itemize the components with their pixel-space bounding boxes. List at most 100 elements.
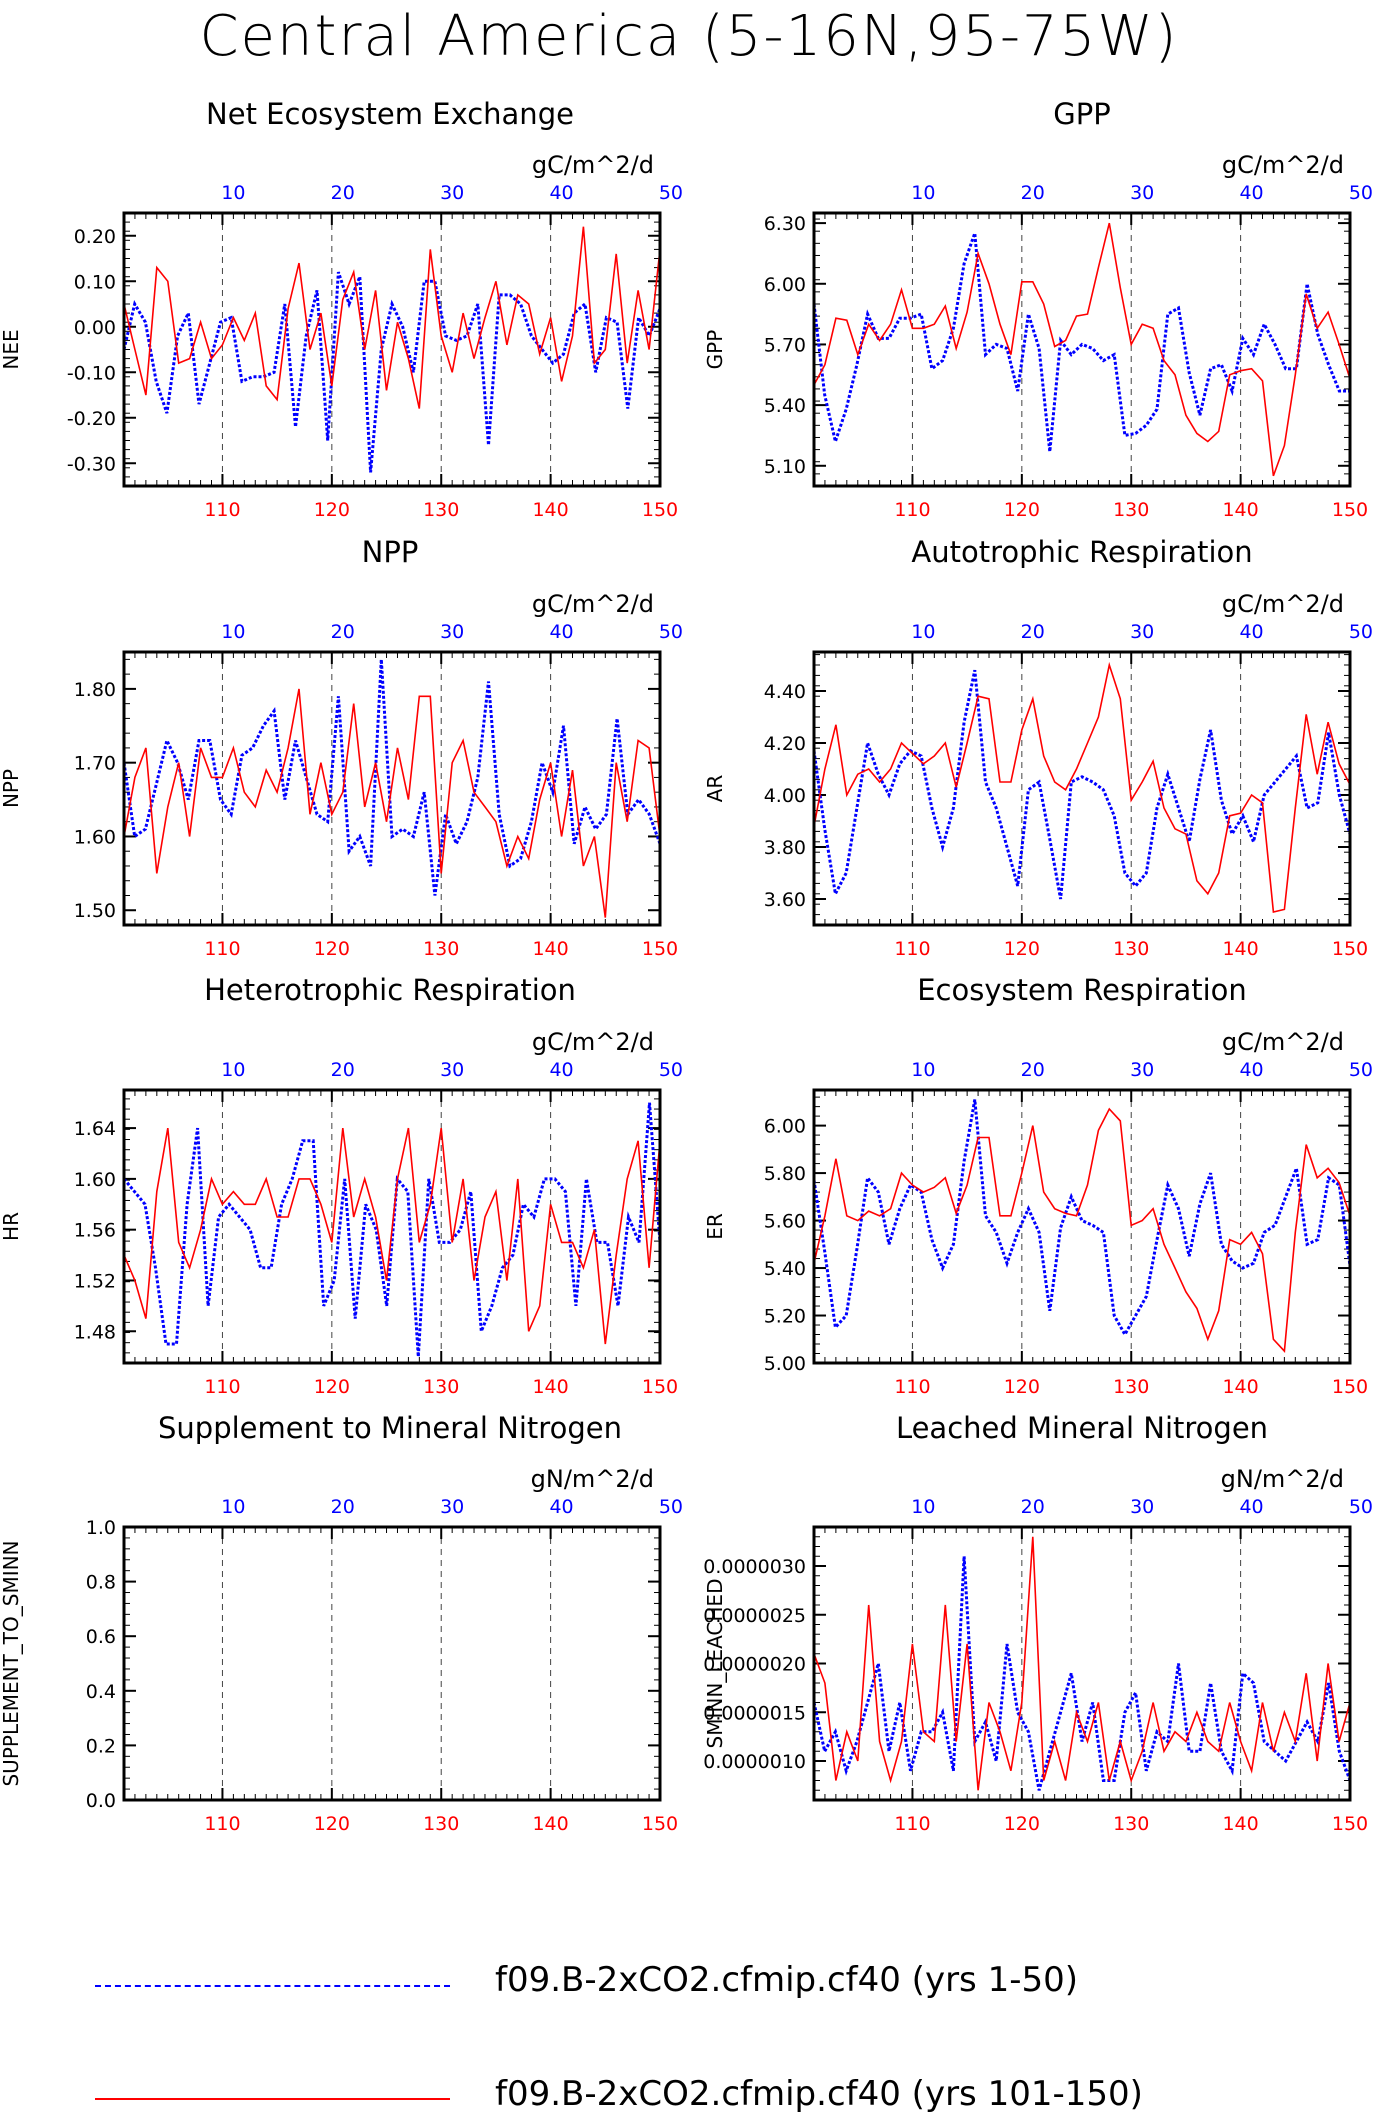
x-tick-label-bottom: 150	[642, 938, 678, 960]
y-tick-label: 5.00	[764, 1353, 806, 1375]
x-tick-label-top: 10	[911, 182, 935, 204]
x-tick-label-bottom: 150	[1332, 1376, 1368, 1398]
y-tick-label: 5.40	[764, 395, 806, 417]
x-tick-label-bottom: 130	[1113, 499, 1149, 521]
x-tick-label-top: 50	[659, 1496, 683, 1518]
y-tick-label: 0.0000020	[703, 1654, 806, 1676]
panel-title: Net Ecosystem Exchange	[206, 97, 574, 131]
x-tick-label-bottom: 140	[1222, 1813, 1258, 1835]
units-label: gN/m^2/d	[531, 1465, 654, 1493]
y-tick-label: 1.48	[74, 1321, 116, 1343]
x-tick-label-bottom: 110	[204, 1376, 240, 1398]
y-tick-label: 1.80	[74, 679, 116, 701]
plot-frame	[122, 211, 662, 488]
x-tick-label-bottom: 140	[532, 1376, 568, 1398]
y-tick-label: -0.20	[67, 408, 116, 430]
x-tick-label-bottom: 140	[532, 499, 568, 521]
y-tick-label: -0.10	[67, 362, 116, 384]
y-tick-label: 1.60	[74, 826, 116, 848]
y-tick-label: 0.0	[86, 1790, 116, 1812]
x-tick-label-bottom: 120	[314, 499, 350, 521]
legend-swatch-series-a	[95, 1985, 450, 1987]
y-tick-label: 5.60	[764, 1211, 806, 1233]
series-line-yrs-101-150	[814, 222, 1350, 477]
x-tick-label-top: 10	[911, 1059, 935, 1081]
x-tick-label-top: 30	[1130, 1059, 1154, 1081]
x-tick-label-top: 20	[331, 182, 355, 204]
x-tick-label-top: 40	[1239, 621, 1263, 643]
y-tick-label: 5.80	[764, 1163, 806, 1185]
plot-frame	[812, 1525, 1352, 1802]
x-tick-label-bottom: 140	[532, 938, 568, 960]
panel-2: NPP gC/m^2/d NPP 1.80 1.70 1.60 1.50 110 120 130 1…	[0, 535, 683, 960]
x-tick-label-top: 20	[331, 1059, 355, 1081]
x-tick-label-top: 10	[221, 1059, 245, 1081]
panel-title: Ecosystem Respiration	[917, 973, 1247, 1007]
y-tick-label: 0.00	[74, 317, 116, 339]
y-tick-label: 1.60	[74, 1169, 116, 1191]
x-tick-label-bottom: 120	[314, 1813, 350, 1835]
x-tick-label-top: 10	[911, 1496, 935, 1518]
legend-swatch-series-b	[95, 2098, 450, 2100]
y-tick-label: 5.20	[764, 1306, 806, 1328]
series-line-yrs-101-150	[814, 661, 1350, 913]
y-tick-label: 3.60	[764, 889, 806, 911]
x-tick-label-bottom: 110	[204, 938, 240, 960]
panel-title: Autotrophic Respiration	[911, 535, 1252, 569]
x-tick-label-bottom: 130	[1113, 938, 1149, 960]
units-label: gC/m^2/d	[532, 590, 654, 618]
x-tick-label-bottom: 120	[314, 1376, 350, 1398]
y-axis-label: SMINN_LEACHED	[703, 1579, 727, 1749]
plot-frame	[122, 1088, 662, 1365]
x-tick-label-top: 50	[1349, 182, 1373, 204]
x-tick-label-top: 40	[1239, 1059, 1263, 1081]
x-tick-label-top: 10	[221, 621, 245, 643]
plot-frame	[812, 211, 1352, 488]
x-tick-label-top: 40	[549, 1496, 573, 1518]
series-line-yrs-101-150	[814, 1536, 1350, 1791]
x-tick-label-top: 20	[1021, 1496, 1045, 1518]
x-tick-label-bottom: 110	[894, 499, 930, 521]
panel-title: Leached Mineral Nitrogen	[896, 1411, 1268, 1445]
series-line-yrs-1-50	[814, 1099, 1350, 1338]
panel-title: NPP	[362, 535, 419, 569]
x-tick-label-top: 40	[549, 621, 573, 643]
panel-0: Net Ecosystem Exchange gC/m^2/d NEE 0.20 0.1…	[0, 97, 683, 521]
main-title: Central America (5-16N,95-75W)	[199, 4, 1179, 69]
series-line-yrs-1-50	[124, 271, 660, 473]
x-tick-label-bottom: 150	[642, 1813, 678, 1835]
x-tick-label-top: 10	[221, 1496, 245, 1518]
y-tick-label: 6.00	[764, 274, 806, 296]
x-tick-label-bottom: 130	[423, 1813, 459, 1835]
x-tick-label-top: 30	[1130, 621, 1154, 643]
x-tick-label-bottom: 150	[1332, 1813, 1368, 1835]
x-tick-label-top: 30	[440, 621, 464, 643]
series-line-yrs-1-50	[124, 659, 660, 896]
legend-label-series-b: f09.B-2xCO2.cfmip.cf40 (yrs 101-150)	[495, 2074, 1143, 2114]
y-tick-label: 1.70	[74, 753, 116, 775]
x-tick-label-top: 20	[331, 621, 355, 643]
y-tick-label: 1.56	[74, 1220, 116, 1242]
x-tick-label-top: 30	[440, 182, 464, 204]
x-tick-label-bottom: 110	[204, 1813, 240, 1835]
y-tick-label: 0.4	[86, 1681, 116, 1703]
y-tick-label: -0.30	[67, 453, 116, 475]
panel-3: Autotrophic Respiration gC/m^2/d AR 4.40 4.2…	[703, 535, 1373, 960]
y-tick-label: 1.50	[74, 900, 116, 922]
x-tick-label-top: 10	[911, 621, 935, 643]
y-tick-label: 0.6	[86, 1626, 116, 1648]
y-tick-label: 0.10	[74, 271, 116, 293]
y-tick-label: 5.70	[764, 334, 806, 356]
x-tick-label-top: 50	[1349, 1059, 1373, 1081]
plot-frame	[122, 650, 662, 927]
y-tick-label: 0.2	[86, 1735, 116, 1757]
y-tick-label: 6.30	[764, 213, 806, 235]
y-tick-label: 4.40	[764, 681, 806, 703]
x-tick-label-bottom: 130	[1113, 1376, 1149, 1398]
x-tick-label-top: 40	[1239, 1496, 1263, 1518]
x-tick-label-top: 50	[1349, 621, 1373, 643]
series-line-yrs-101-150	[814, 1107, 1350, 1353]
x-tick-label-bottom: 130	[423, 938, 459, 960]
series-line-yrs-1-50	[814, 669, 1350, 900]
x-tick-label-top: 20	[1021, 182, 1045, 204]
